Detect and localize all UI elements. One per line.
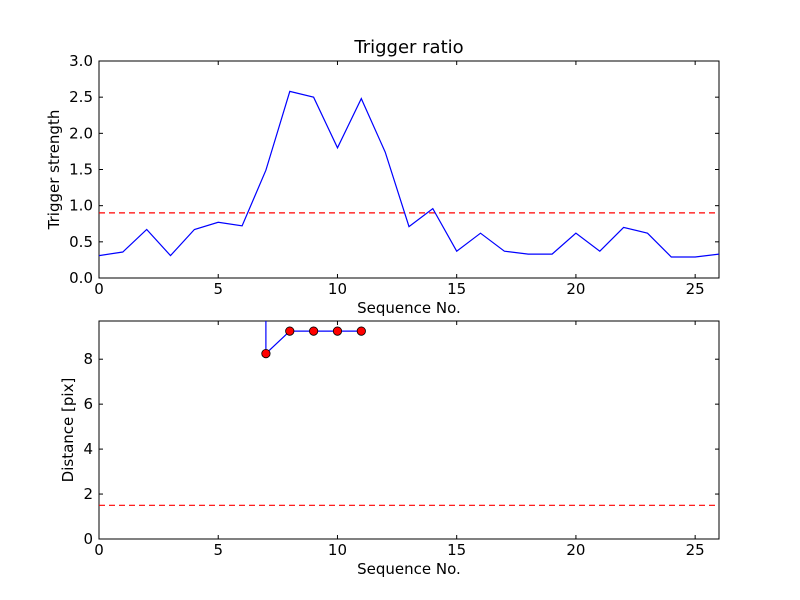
y-tick-label: 4 — [83, 440, 93, 458]
y-tick-label: 2 — [83, 485, 93, 503]
data-point — [261, 348, 271, 359]
y-tick-label: 0 — [83, 530, 93, 548]
data-point — [332, 326, 343, 336]
y-axis-label: Distance [pix] — [59, 378, 77, 483]
y-axis-label: Trigger strength — [45, 110, 63, 231]
x-tick-label: 25 — [686, 280, 705, 298]
x-tick-label: 0 — [94, 541, 104, 559]
y-tick-label: 8 — [83, 350, 93, 368]
x-tick-label: 15 — [447, 280, 466, 298]
y-tick-label: 1.5 — [69, 161, 93, 179]
x-tick-label: 5 — [213, 541, 223, 559]
y-tick-label: 0.0 — [69, 269, 93, 287]
y-tick-label: 2.0 — [69, 124, 93, 142]
y-tick-label: 3.0 — [69, 52, 93, 70]
distance-chart: Sequence No. Distance [pix] 0 5 10 15 20 25 0 2… — [59, 320, 720, 578]
y-tick-label: 6 — [83, 395, 93, 413]
y-tick-label: 2.5 — [69, 88, 93, 106]
chart-title: Trigger ratio — [353, 37, 463, 58]
x-tick-label: 15 — [447, 541, 466, 559]
x-axis-label: Sequence No. — [357, 560, 461, 578]
x-tick-label: 20 — [566, 280, 585, 298]
y-tick-label: 1.0 — [69, 197, 93, 215]
plot-frame — [98, 320, 720, 540]
y-tick-label: 0.5 — [69, 233, 93, 251]
data-point — [356, 326, 366, 336]
trigger-ratio-chart: Trigger ratio Sequence No. Trigger stren… — [45, 37, 720, 317]
x-tick-label: 10 — [328, 541, 347, 559]
x-axis-label: Sequence No. — [357, 299, 461, 317]
data-point — [285, 326, 295, 336]
x-tick-label: 25 — [686, 541, 705, 559]
data-point — [309, 326, 319, 336]
x-tick-label: 5 — [213, 280, 223, 298]
series-line — [99, 90, 719, 258]
x-tick-label: 20 — [566, 541, 585, 559]
x-tick-label: 10 — [328, 280, 347, 298]
x-tick-label: 0 — [94, 280, 104, 298]
